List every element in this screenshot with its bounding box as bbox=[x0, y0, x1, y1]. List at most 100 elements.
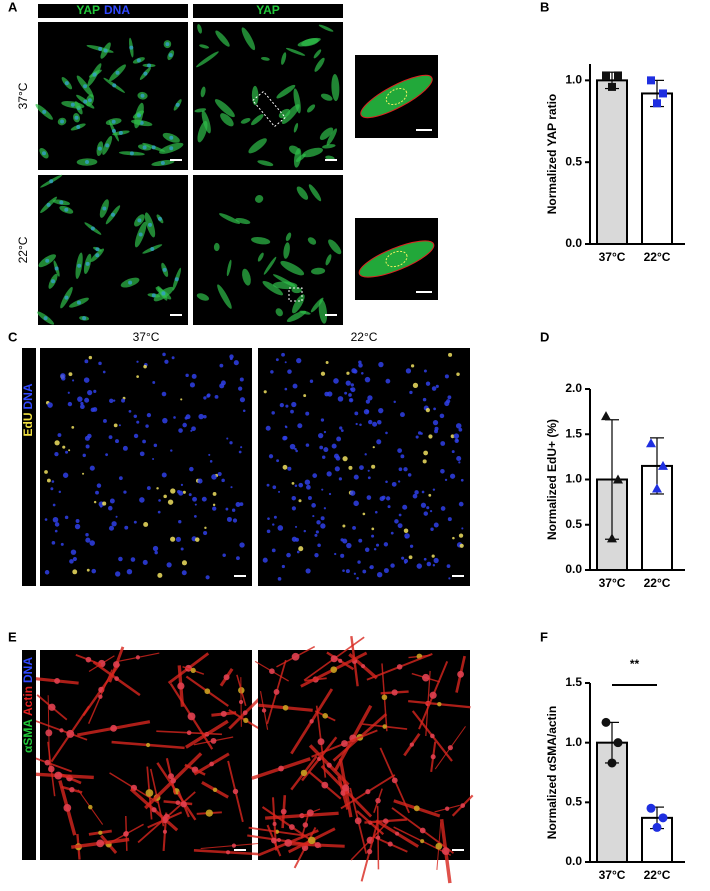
nucleus bbox=[456, 372, 460, 377]
nucleus bbox=[387, 505, 391, 509]
nucleus bbox=[156, 487, 159, 490]
panel-letter: B bbox=[540, 0, 549, 14]
cell bbox=[299, 310, 311, 315]
nucleus bbox=[88, 355, 93, 360]
nucleus bbox=[412, 382, 419, 389]
nucleus bbox=[140, 93, 145, 98]
header-strip bbox=[193, 4, 343, 18]
nucleus bbox=[98, 694, 103, 699]
cell bbox=[286, 310, 307, 323]
nucleus bbox=[42, 151, 47, 156]
nucleus bbox=[80, 401, 84, 406]
nucleus bbox=[365, 399, 371, 404]
nucleus bbox=[395, 831, 400, 836]
nucleus bbox=[175, 536, 181, 543]
nucleus bbox=[180, 801, 187, 808]
cell bbox=[293, 148, 302, 168]
cell bbox=[260, 56, 270, 61]
nucleus bbox=[128, 280, 133, 285]
nucleus bbox=[326, 471, 332, 477]
nucleus bbox=[54, 451, 59, 457]
nucleus bbox=[291, 506, 296, 511]
nucleus bbox=[89, 465, 95, 471]
inset-nucleus bbox=[385, 250, 408, 268]
nucleus bbox=[52, 503, 56, 507]
nucleus bbox=[423, 369, 427, 373]
nucleus bbox=[110, 724, 117, 732]
cell bbox=[241, 27, 256, 51]
nucleus bbox=[306, 809, 314, 817]
nucleus bbox=[164, 359, 169, 364]
panel-letter: E bbox=[8, 629, 17, 644]
nucleus bbox=[136, 360, 139, 363]
point bbox=[658, 813, 668, 823]
nucleus bbox=[71, 425, 75, 429]
nucleus bbox=[366, 495, 372, 500]
nucleus bbox=[59, 200, 64, 205]
nucleus bbox=[108, 525, 115, 531]
nucleus bbox=[51, 541, 56, 545]
nucleus bbox=[191, 426, 196, 432]
nucleus bbox=[381, 694, 388, 701]
y-tick-label: 1.5 bbox=[565, 426, 582, 440]
nucleus bbox=[220, 710, 227, 717]
nucleus bbox=[105, 143, 110, 148]
nucleus bbox=[282, 704, 289, 711]
nucleus bbox=[346, 542, 352, 549]
nucleus bbox=[49, 179, 54, 184]
nucleus bbox=[403, 467, 408, 472]
nucleus bbox=[266, 529, 271, 534]
nucleus bbox=[170, 777, 176, 784]
nucleus bbox=[420, 839, 425, 844]
row-label: 22°C bbox=[16, 236, 30, 263]
nucleus bbox=[139, 497, 145, 503]
cell bbox=[314, 57, 325, 72]
nucleus bbox=[277, 576, 282, 581]
nucleus bbox=[396, 664, 403, 670]
nucleus bbox=[98, 46, 103, 51]
nucleus bbox=[142, 145, 147, 150]
nucleus bbox=[458, 533, 464, 538]
nucleus bbox=[83, 84, 88, 89]
nucleus bbox=[137, 113, 142, 118]
stain-word: Actin bbox=[21, 686, 35, 716]
nucleus bbox=[146, 413, 152, 418]
nucleus bbox=[435, 384, 439, 388]
nucleus bbox=[422, 397, 427, 402]
nucleus bbox=[209, 761, 215, 767]
nucleus bbox=[59, 728, 64, 733]
nucleus bbox=[171, 356, 175, 360]
nucleus bbox=[191, 373, 197, 379]
nucleus bbox=[308, 836, 316, 845]
nucleus bbox=[342, 456, 348, 462]
point bbox=[659, 89, 667, 98]
micrograph bbox=[38, 22, 188, 170]
row-label: 37°C bbox=[16, 82, 30, 109]
point bbox=[607, 758, 617, 768]
nucleus bbox=[348, 397, 354, 403]
column-header: DNA bbox=[104, 3, 130, 17]
micrograph bbox=[40, 348, 252, 586]
nucleus bbox=[403, 528, 409, 533]
nucleus bbox=[449, 473, 456, 479]
nucleus bbox=[157, 510, 161, 514]
nucleus bbox=[367, 476, 371, 480]
nucleus bbox=[374, 510, 378, 514]
nucleus bbox=[96, 483, 102, 488]
cell bbox=[219, 213, 241, 224]
nucleus bbox=[160, 161, 165, 166]
nucleus bbox=[65, 450, 69, 454]
nucleus bbox=[366, 409, 369, 413]
nucleus bbox=[402, 504, 408, 510]
nucleus bbox=[296, 358, 302, 364]
nucleus bbox=[429, 691, 437, 699]
micrograph bbox=[40, 650, 252, 860]
nucleus bbox=[226, 850, 231, 855]
nucleus bbox=[321, 488, 324, 491]
nucleus bbox=[291, 495, 297, 501]
nucleus bbox=[316, 520, 321, 525]
nucleus bbox=[311, 503, 316, 508]
nucleus bbox=[77, 263, 82, 268]
nucleus bbox=[115, 515, 118, 518]
